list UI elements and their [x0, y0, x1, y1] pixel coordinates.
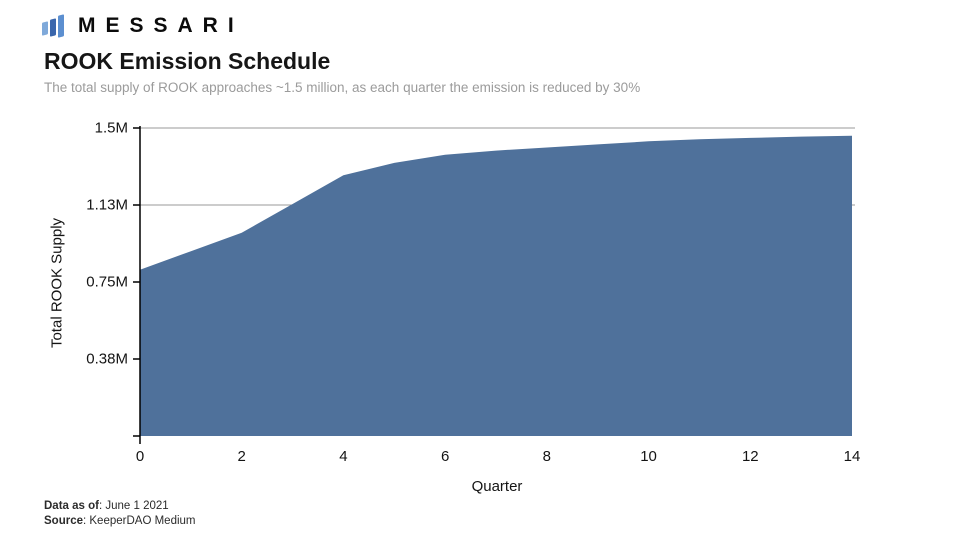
header: MESSARI — [40, 12, 244, 40]
y-tick-label: 0.38M — [86, 350, 128, 368]
x-axis-title: Quarter — [471, 478, 523, 495]
data-as-of-value: : June 1 2021 — [98, 500, 169, 512]
y-axis-title: Total ROOK Supply — [48, 217, 66, 349]
x-tick-label: 10 — [640, 448, 657, 465]
x-tick-label: 6 — [440, 448, 450, 465]
chart-title: ROOK Emission Schedule — [44, 48, 331, 74]
x-tick-label: 8 — [542, 448, 552, 465]
supply-area-series — [140, 135, 852, 437]
y-tick-label: 1.5M — [94, 119, 128, 137]
source-value: : KeeperDAO Medium — [83, 514, 196, 527]
brand-row: MESSARI — [40, 12, 244, 40]
chart-subtitle: The total supply of ROOK approaches ~1.5… — [44, 80, 641, 95]
x-tick-label: 12 — [741, 448, 759, 465]
y-tick-label: 0.75M — [86, 273, 128, 291]
x-tick-label: 4 — [339, 448, 348, 465]
source-line: Source: KeeperDAO Medium — [44, 514, 196, 529]
data-as-of-line: Data as of: June 1 2021 — [44, 499, 196, 514]
x-tick-label: 14 — [843, 448, 861, 465]
brand-wordmark: MESSARI — [78, 14, 244, 37]
data-as-of-label: Data as of — [44, 500, 99, 512]
chart-footer: Data as of: June 1 2021 Source: KeeperDA… — [44, 499, 196, 528]
x-tick-label: 2 — [237, 448, 246, 465]
x-tick-label: 0 — [135, 448, 145, 465]
source-label: Source — [44, 514, 83, 527]
y-tick-label: 1.13M — [86, 196, 128, 214]
